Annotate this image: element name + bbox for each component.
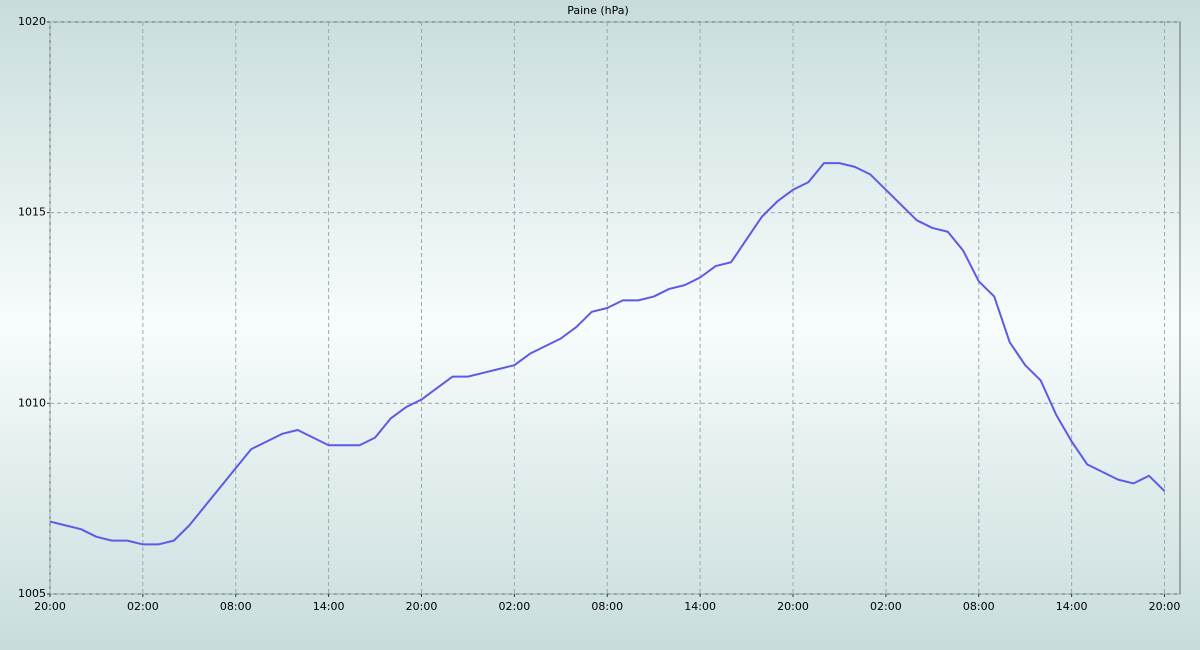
line-series	[49, 162, 1166, 546]
x-tick-label: 08:00	[963, 600, 995, 613]
x-tick-label: 20:00	[34, 600, 66, 613]
x-tick-label: 14:00	[1056, 600, 1088, 613]
x-tick-label: 20:00	[406, 600, 438, 613]
x-tick-label: 20:00	[1149, 600, 1181, 613]
y-tick-label: 1020	[18, 15, 46, 28]
x-tick-label: 14:00	[313, 600, 345, 613]
chart-title: Paine (hPa)	[567, 4, 629, 17]
x-tick-label: 02:00	[870, 600, 902, 613]
plot-frame	[49, 21, 1181, 595]
y-tick-label: 1010	[18, 396, 46, 409]
x-tick-label: 02:00	[499, 600, 531, 613]
x-tick-label: 02:00	[127, 600, 159, 613]
x-tick-label: 08:00	[220, 600, 252, 613]
x-tick-label: 14:00	[684, 600, 716, 613]
y-tick-label: 1015	[18, 206, 46, 219]
y-tick-label: 1005	[18, 587, 46, 600]
x-tick-label: 20:00	[777, 600, 809, 613]
x-tick-label: 08:00	[591, 600, 623, 613]
